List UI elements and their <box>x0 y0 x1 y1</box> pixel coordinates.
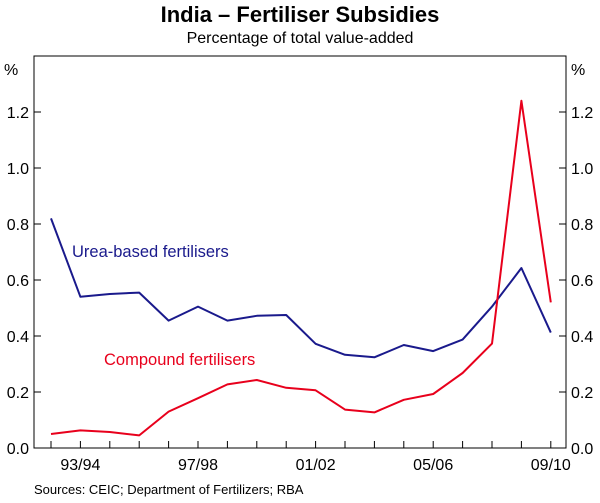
y-tick-label-right: 0.8 <box>571 217 593 234</box>
y-tick-label-left: 0.6 <box>7 273 29 290</box>
series-line-compound <box>50 99 552 437</box>
y-tick-label-right: 0.4 <box>571 329 593 346</box>
y-tick-label-left: 0.4 <box>7 329 29 346</box>
y-tick-label-right: 1.2 <box>571 105 593 122</box>
series-label-compound: Compound fertilisers <box>104 351 255 369</box>
plot-frame <box>33 55 567 449</box>
x-tick-label: 97/98 <box>178 457 218 474</box>
y-axis-right: 0.0 0.2 0.4 0.6 0.8 1.0 1.2 <box>559 105 593 458</box>
y-tick-label-left: 0.0 <box>7 441 29 458</box>
y-tick-label-right: 0.6 <box>571 273 593 290</box>
y-tick-label-left: 0.8 <box>7 217 29 234</box>
y-tick-label-left: 1.2 <box>7 105 29 122</box>
chart-title: India – Fertiliser Subsidies <box>160 2 440 27</box>
y-tick-label-right: 1.0 <box>571 161 593 178</box>
y-tick-label-right: 0.2 <box>571 385 593 402</box>
y-tick-label-right: 0.0 <box>571 441 593 458</box>
x-axis: 93/94 97/98 01/02 05/06 09/10 <box>50 441 571 474</box>
y-unit-left: % <box>4 62 18 79</box>
y-tick-label-left: 0.2 <box>7 385 29 402</box>
y-unit-right: % <box>571 62 585 79</box>
x-tick-label: 09/10 <box>531 457 571 474</box>
x-tick-label: 93/94 <box>60 457 100 474</box>
chart-subtitle: Percentage of total value-added <box>186 30 414 47</box>
series-line-urea <box>50 218 552 359</box>
x-tick-label: 05/06 <box>413 457 453 474</box>
y-tick-label-left: 1.0 <box>7 161 29 178</box>
series-label-urea: Urea-based fertilisers <box>72 243 229 261</box>
source-note: Sources: CEIC; Department of Fertilizers… <box>34 482 304 497</box>
y-axis-left: 0.0 0.2 0.4 0.6 0.8 1.0 1.2 <box>7 105 41 458</box>
series-lines <box>50 99 552 437</box>
x-tick-label: 01/02 <box>296 457 336 474</box>
